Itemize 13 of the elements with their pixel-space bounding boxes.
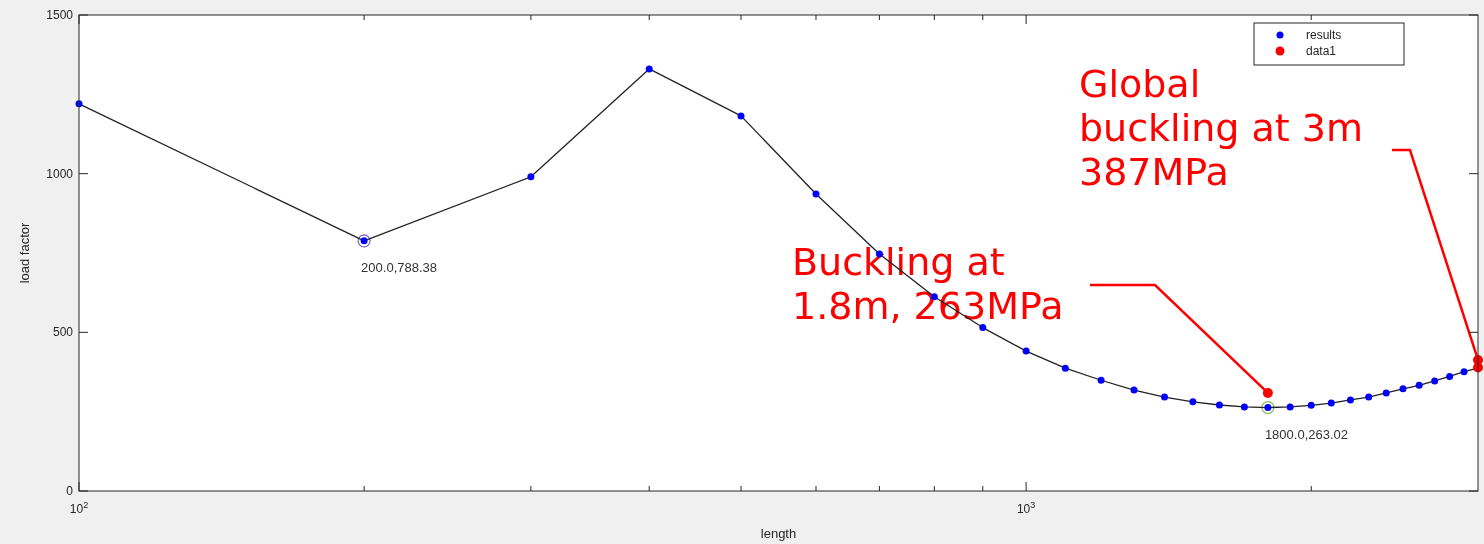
y-tick-label: 500 [52, 325, 74, 340]
annotation: 200.0,788.38 [361, 259, 438, 275]
y-axis-title: load factor [17, 221, 32, 284]
y-tick-label: 1500 [46, 8, 74, 22]
y-tick-label: 0 [66, 484, 74, 498]
x-tick-label: 10$^{3}$ [1016, 500, 1036, 516]
x-axis-title: length [760, 526, 797, 541]
x-tick-label: 10$^{2}$ [69, 500, 89, 516]
legend-label: data1 [1306, 44, 1337, 58]
annotation: Global buckling at 3m 387MPa [1079, 62, 1363, 194]
legend-label: results [1306, 28, 1342, 42]
y-tick-label: 1000 [46, 166, 74, 181]
annotation: 1800.0,263.02 [1264, 426, 1349, 442]
